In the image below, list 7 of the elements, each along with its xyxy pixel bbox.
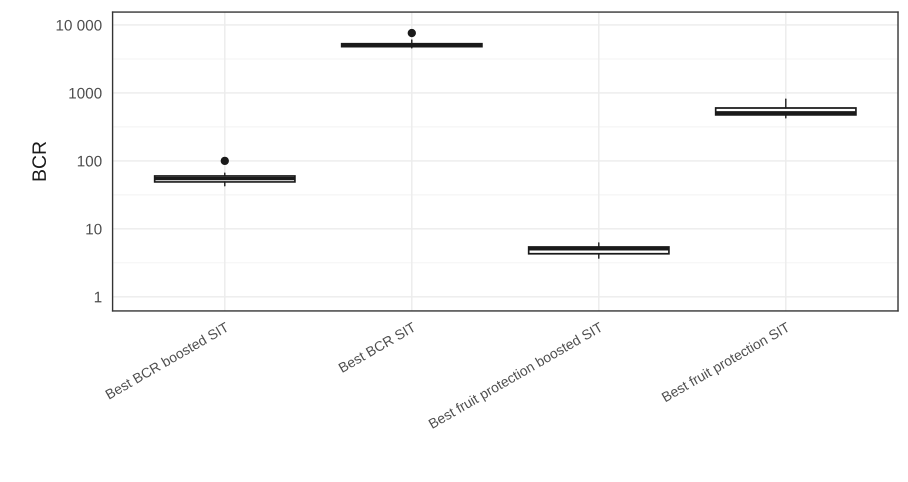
y-tick-label: 1 (94, 292, 102, 302)
y-tick-label: 10 000 (56, 20, 102, 31)
y-tick-label: 100 (78, 156, 102, 167)
y-tick-label: 1000 (69, 88, 102, 99)
y-axis-title: BCR (32, 142, 46, 180)
x-tick-label: Best BCR SIT (338, 322, 417, 373)
y-tick-label: 10 (86, 224, 102, 235)
